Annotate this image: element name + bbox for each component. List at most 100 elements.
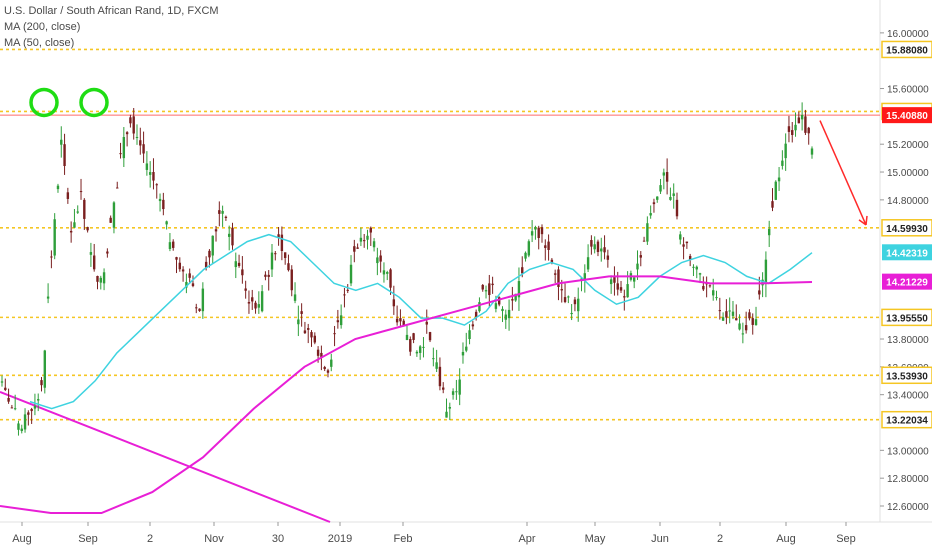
candle (418, 345, 422, 360)
candle (800, 102, 804, 131)
candle-body (527, 241, 531, 256)
ma200-line (0, 275, 813, 514)
candle-body (458, 379, 461, 395)
candle (639, 251, 642, 267)
candle (412, 332, 415, 344)
candle (712, 278, 715, 301)
candle-body (547, 241, 550, 250)
candle-body (218, 210, 221, 214)
candle-body (428, 332, 432, 341)
candle-body (135, 136, 139, 138)
candle (37, 393, 40, 412)
candle-body (260, 291, 264, 312)
level-label: 13.53930 (886, 371, 928, 382)
candle-body (494, 303, 498, 309)
candle (152, 158, 155, 190)
price-tick-label: 13.40000 (887, 391, 929, 402)
candle-body (300, 311, 303, 314)
candle-body (550, 259, 554, 263)
candle-body (665, 172, 669, 182)
candle-body (632, 277, 636, 282)
candle (511, 286, 514, 311)
candle-body (474, 311, 478, 317)
candle-body (586, 257, 590, 270)
candle (544, 239, 547, 261)
candle (208, 249, 211, 268)
candle-body (148, 172, 152, 175)
candle-body (521, 267, 524, 274)
candle-body (339, 315, 343, 326)
candle-body (155, 184, 158, 186)
candle-body (116, 187, 119, 189)
candle (649, 205, 652, 219)
candle-body (744, 325, 748, 331)
candle (389, 268, 392, 295)
candle-body (274, 253, 277, 255)
candle-body (349, 264, 353, 284)
candle-body (221, 210, 224, 214)
candle (92, 243, 96, 272)
candle (129, 114, 132, 128)
candle-body (178, 262, 182, 270)
candle (491, 276, 494, 294)
candle-body (303, 330, 307, 334)
candle-body (392, 299, 396, 307)
candle (139, 127, 142, 155)
candle-body (359, 237, 363, 242)
candle-body (570, 312, 573, 315)
candle (168, 232, 172, 252)
candle-body (800, 114, 804, 120)
candle-body (451, 391, 455, 395)
candle (251, 289, 254, 310)
candle-body (524, 252, 527, 259)
time-tick-label: Aug (12, 533, 32, 545)
candle-body (715, 297, 718, 299)
candle (359, 227, 363, 247)
candle-body (685, 241, 689, 244)
candle-body (247, 302, 251, 304)
candle-body (415, 351, 419, 354)
candle (313, 332, 317, 345)
level-label: 13.22034 (886, 416, 928, 427)
candle-body (142, 144, 145, 154)
candle (731, 300, 735, 320)
candle (563, 283, 567, 304)
candle-body (692, 266, 695, 268)
candle (781, 150, 784, 170)
candle (672, 183, 675, 209)
candle (307, 323, 310, 344)
candle-body (504, 314, 507, 320)
candle-body (119, 153, 122, 155)
candle (366, 229, 369, 250)
level-label-box (881, 219, 932, 237)
candle (333, 325, 336, 347)
candle-body (758, 290, 761, 295)
candle (148, 161, 152, 188)
candle-body (771, 201, 774, 208)
candle (603, 235, 606, 260)
candle (287, 254, 290, 272)
candle-body (797, 117, 801, 124)
candle-body (76, 211, 79, 213)
candle-body (741, 333, 745, 335)
candle-body (346, 289, 349, 291)
candle (172, 239, 175, 251)
candle-body (445, 411, 448, 418)
candle-body (316, 349, 320, 356)
candle (405, 325, 409, 341)
candle-body (488, 283, 491, 296)
candle (744, 311, 748, 334)
candle (784, 133, 787, 171)
candle (66, 187, 70, 204)
time-tick-label: Sep (836, 533, 856, 545)
candle (695, 265, 698, 279)
candle-body (577, 298, 580, 312)
candle (432, 347, 435, 367)
candle-body (810, 148, 814, 155)
candle-body (277, 234, 280, 238)
candle (725, 299, 728, 325)
candle (455, 379, 458, 400)
candle (652, 198, 656, 213)
candle-body (748, 312, 751, 319)
